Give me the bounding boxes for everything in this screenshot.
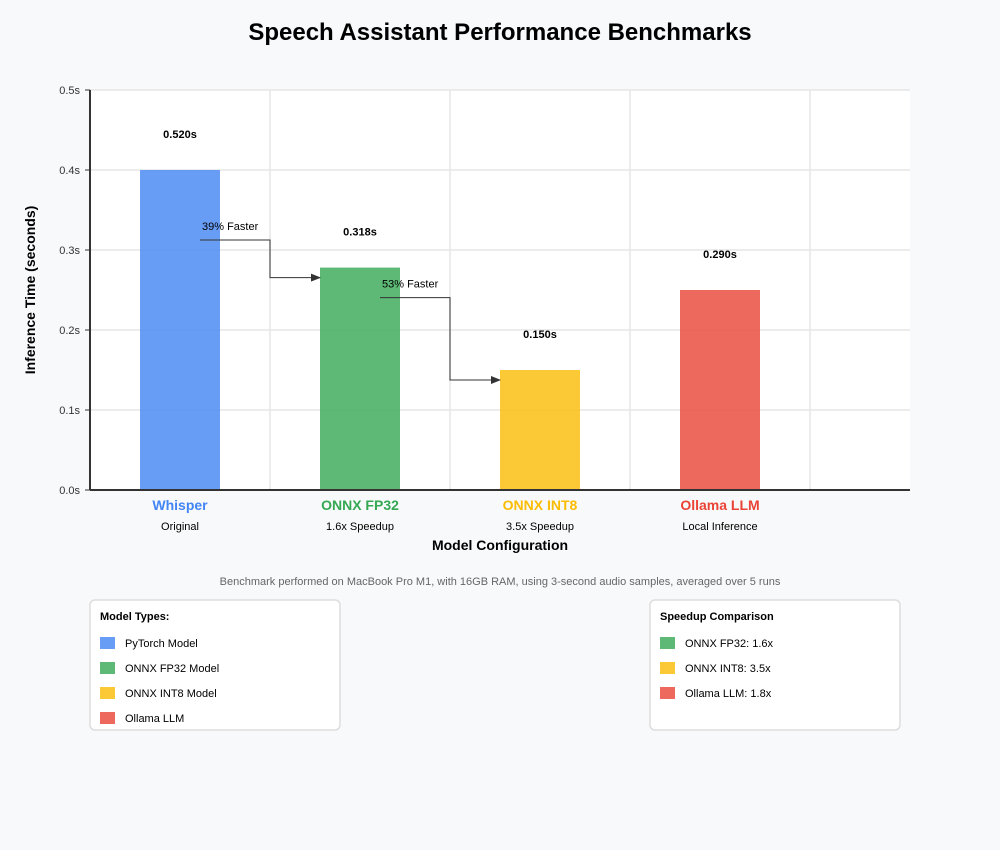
bar-onnx-int8 (500, 370, 580, 490)
category-subtitle: Local Inference (682, 521, 757, 533)
x-axis-title: Model Configuration (432, 537, 568, 553)
data-label: 0.520s (163, 129, 197, 141)
y-tick-label: 0.0s (59, 485, 80, 497)
data-label: 0.290s (703, 249, 737, 261)
category-subtitle: Original (161, 521, 199, 533)
y-tick-label: 0.3s (59, 245, 80, 257)
legend-item-label: ONNX INT8 Model (125, 688, 217, 700)
bar-whisper (140, 170, 220, 490)
y-axis-title: Inference Time (seconds) (22, 206, 38, 375)
legend-item-label: Ollama LLM: 1.8x (685, 688, 772, 700)
legend-item-label: ONNX FP32 Model (125, 663, 219, 675)
legend-speedup: Speedup Comparison ONNX FP32: 1.6x ONNX I… (649, 599, 901, 731)
legend-swatch (100, 687, 115, 699)
y-tick-label: 0.2s (59, 325, 80, 337)
legend-item-label: PyTorch Model (125, 638, 198, 650)
legend-item-label: ONNX INT8: 3.5x (685, 663, 771, 675)
category-label: Ollama LLM (680, 497, 759, 513)
legend-swatch (660, 687, 675, 699)
benchmark-footnote: Benchmark performed on MacBook Pro M1, w… (220, 576, 781, 588)
legend-swatch (100, 712, 115, 724)
category-label: ONNX FP32 (321, 497, 399, 513)
legend-speedup-box (649, 599, 901, 731)
legend-swatch (100, 637, 115, 649)
category-label: Whisper (152, 497, 208, 513)
annotation-arrow (380, 297, 501, 384)
legend-speedup-title: Speedup Comparison (660, 611, 774, 623)
legend-item-label: Ollama LLM (125, 713, 184, 725)
legend-model-types: Model Types: PyTorch Model ONNX FP32 Mode… (89, 599, 341, 731)
bar-ollama-llm (680, 290, 760, 490)
data-label: 0.150s (523, 329, 557, 341)
legend-swatch (100, 662, 115, 674)
bar-onnx-fp32 (320, 267, 400, 490)
annotations: 39% Faster 53% Faster (200, 221, 501, 384)
annotation-label: 39% Faster (202, 221, 259, 233)
category-subtitle: 1.6x Speedup (326, 521, 394, 533)
axes (85, 89, 910, 491)
data-label: 0.318s (343, 227, 377, 239)
y-tick-label: 0.4s (59, 165, 80, 177)
y-tick-label: 0.5s (59, 85, 80, 97)
chart-title: Speech Assistant Performance Benchmarks (248, 19, 751, 46)
legend-swatch (660, 662, 675, 674)
category-label: ONNX INT8 (503, 497, 578, 513)
legend-item-label: ONNX FP32: 1.6x (685, 638, 774, 650)
bars (140, 170, 760, 490)
annotation-arrow (200, 239, 321, 282)
y-tick-label: 0.1s (59, 405, 80, 417)
labels: 0.0s 0.1s 0.2s 0.3s 0.4s 0.5s 0.520s Whisper Ori… (59, 85, 759, 533)
legend-swatch (660, 637, 675, 649)
category-subtitle: 3.5x Speedup (506, 521, 574, 533)
legend-model-types-box (89, 599, 341, 731)
legend-model-types-title: Model Types: (100, 611, 169, 623)
annotation-label: 53% Faster (382, 279, 439, 291)
